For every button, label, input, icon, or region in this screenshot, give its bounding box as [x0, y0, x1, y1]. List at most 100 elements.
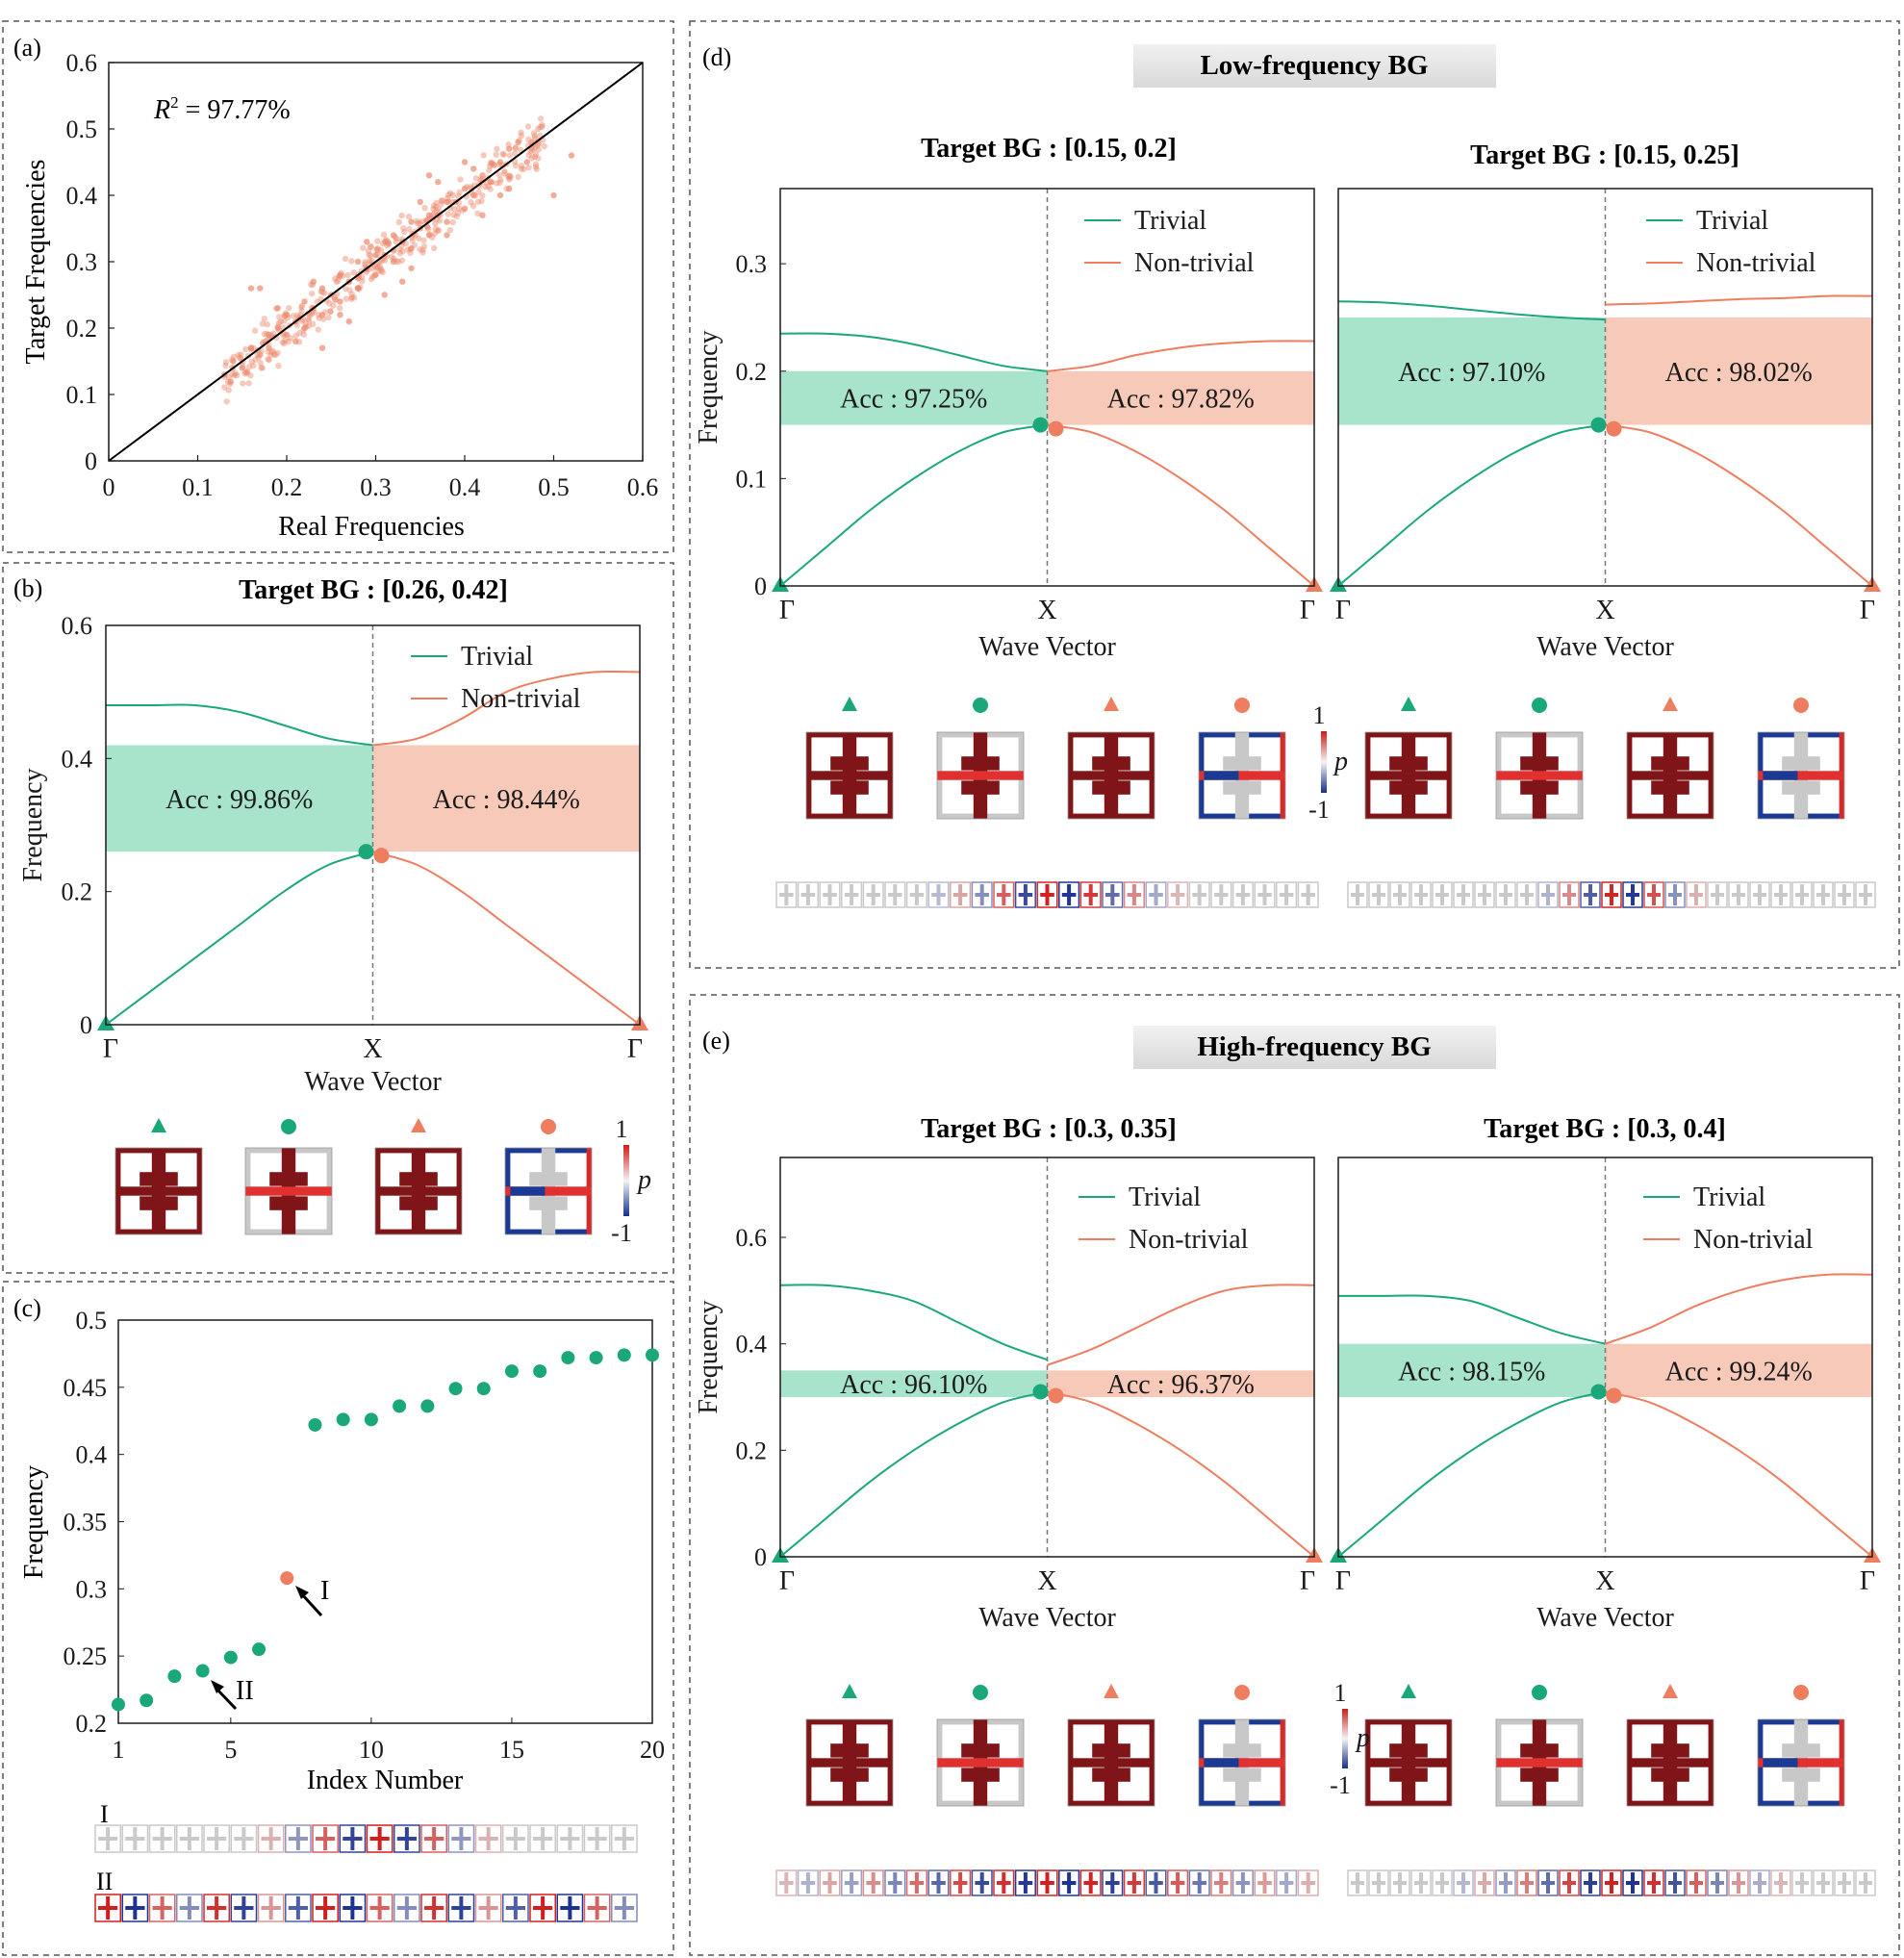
mode-triangle-marker	[1663, 1684, 1678, 1698]
legend-nontrivial-label: Non-trivial	[461, 684, 581, 714]
cell-horizontal-bar	[1758, 771, 1844, 780]
strip-cell-bar	[1626, 893, 1639, 897]
strip-label-II: II	[96, 1868, 113, 1895]
unit-cell	[1626, 1718, 1714, 1807]
y-tick-label: 0	[80, 1011, 92, 1039]
cell-block	[830, 780, 845, 795]
panel-c: (c) 1 5 10 15 20 0.20.250.30.350.40.450.5 I …	[13, 1294, 665, 1895]
accuracy-trivial: Acc : 96.10%	[840, 1370, 987, 1400]
x-tick-gamma-left: Γ	[779, 596, 795, 625]
cell-outline	[805, 731, 894, 820]
accuracy-nontrivial: Acc : 98.44%	[433, 785, 580, 815]
strip-cell-bar	[1668, 893, 1682, 897]
scatter-point	[296, 329, 303, 337]
strip-cell-bar	[533, 1906, 553, 1910]
panel-d-label: (d)	[702, 43, 731, 71]
scatter-point	[535, 146, 542, 153]
strip-cell-bar	[424, 1906, 444, 1910]
scatter-point	[376, 263, 383, 270]
nontrivial-upper-band-line	[1047, 1284, 1315, 1366]
nontrivial-upper-band-line	[372, 670, 641, 747]
strip-cell-bar	[1393, 893, 1407, 897]
cell-block	[1389, 1743, 1404, 1758]
cell-block	[1651, 780, 1665, 795]
cell-block	[423, 1196, 438, 1210]
cell-block	[854, 1743, 869, 1758]
strip-cell-bar	[1414, 1881, 1428, 1885]
strip-cell-bar	[975, 893, 989, 897]
cell-horizontal-bar	[1199, 771, 1285, 780]
x-tick-label: 5	[224, 1736, 237, 1764]
cell-block	[164, 1172, 178, 1186]
trivial-upper-band-line	[779, 332, 1048, 372]
y-tick-label: 0.2	[62, 878, 93, 906]
strip-cell-bar	[343, 1837, 363, 1841]
nontrivial-lower-band-line	[1605, 423, 1873, 587]
nontrivial-lower-band-line	[1047, 423, 1315, 587]
scatter-point	[506, 145, 513, 152]
cell-block	[1116, 780, 1130, 795]
scatter-point	[372, 251, 379, 259]
scatter-point	[525, 136, 532, 143]
cell-field-negative	[1204, 1758, 1239, 1767]
mode-triangle-marker	[1401, 697, 1416, 711]
scatter-point	[377, 246, 385, 254]
cell-block	[985, 780, 1000, 795]
x-tick-gamma-right: Γ	[627, 1034, 643, 1064]
scatter-point	[408, 245, 415, 252]
panel-a-y-ticks: 0 0.1 0.2 0.3 0.4 0.5 0.6	[66, 49, 114, 475]
cell-horizontal-bar	[806, 771, 893, 780]
strip-cell-bar	[1774, 893, 1788, 897]
strip-cell-bar	[888, 1881, 902, 1885]
cell-horizontal-bar	[1496, 1758, 1583, 1767]
strip-cell-bar	[261, 1906, 281, 1910]
strip-cell-bar	[800, 893, 816, 897]
strip-cell-bar	[1711, 1881, 1724, 1885]
scatter-point	[368, 276, 375, 283]
x-tick-x-point: X	[1595, 596, 1614, 625]
scatter-point	[265, 356, 271, 363]
scatter-point	[424, 225, 432, 233]
x-tick-gamma-left: Γ	[1335, 596, 1351, 625]
cell-block	[1675, 756, 1689, 771]
legend-trivial-label: Trivial	[1129, 1182, 1201, 1212]
scatter-point	[346, 287, 353, 293]
colorbar-min-label: -1	[1308, 796, 1330, 824]
scatter-point	[457, 176, 464, 183]
scatter-point	[381, 292, 388, 298]
scatter-point	[330, 302, 337, 309]
strip-cell-bar	[844, 893, 859, 897]
scatter-point	[367, 257, 373, 265]
scatter-point	[382, 238, 389, 245]
supercell-strips	[94, 881, 1876, 1922]
mode-circle-marker	[1532, 1685, 1547, 1700]
unit-cell	[1757, 731, 1845, 820]
cell-block	[1806, 780, 1820, 795]
scatter-point	[224, 378, 232, 386]
strip-cell-bar	[1279, 893, 1294, 897]
strip-cell-bar	[975, 1881, 989, 1885]
scatter-point	[530, 130, 538, 137]
scatter-point	[479, 192, 486, 199]
strip-cell-bar	[125, 1837, 145, 1841]
cell-block	[399, 1172, 414, 1186]
scatter-point	[275, 363, 282, 369]
strip-cell-bar	[1457, 1881, 1470, 1885]
panel-a-x-ticks: 0 0.1 0.2 0.3 0.4 0.5 0.6	[103, 455, 658, 501]
unit-cell	[805, 731, 894, 820]
scatter-point	[290, 313, 297, 319]
scatter-point	[348, 295, 355, 302]
scatter-point	[222, 362, 229, 369]
mode-circle-marker	[1234, 1685, 1250, 1700]
strip-cell-bar	[1520, 1881, 1534, 1885]
scatter-point	[468, 199, 474, 206]
cell-block	[1806, 1743, 1820, 1758]
scatter-point	[308, 311, 316, 318]
strip-cell-bar	[98, 1837, 118, 1841]
cell-block	[1520, 1767, 1535, 1782]
cell-horizontal-bar	[1199, 1758, 1285, 1767]
strip-cell-bar	[931, 893, 946, 897]
cell-block	[1092, 756, 1106, 771]
y-tick-label: 0.2	[736, 1437, 768, 1464]
scatter-point	[532, 164, 540, 170]
